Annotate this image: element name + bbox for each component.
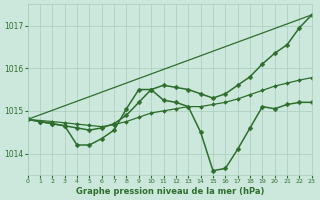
X-axis label: Graphe pression niveau de la mer (hPa): Graphe pression niveau de la mer (hPa) <box>76 187 264 196</box>
